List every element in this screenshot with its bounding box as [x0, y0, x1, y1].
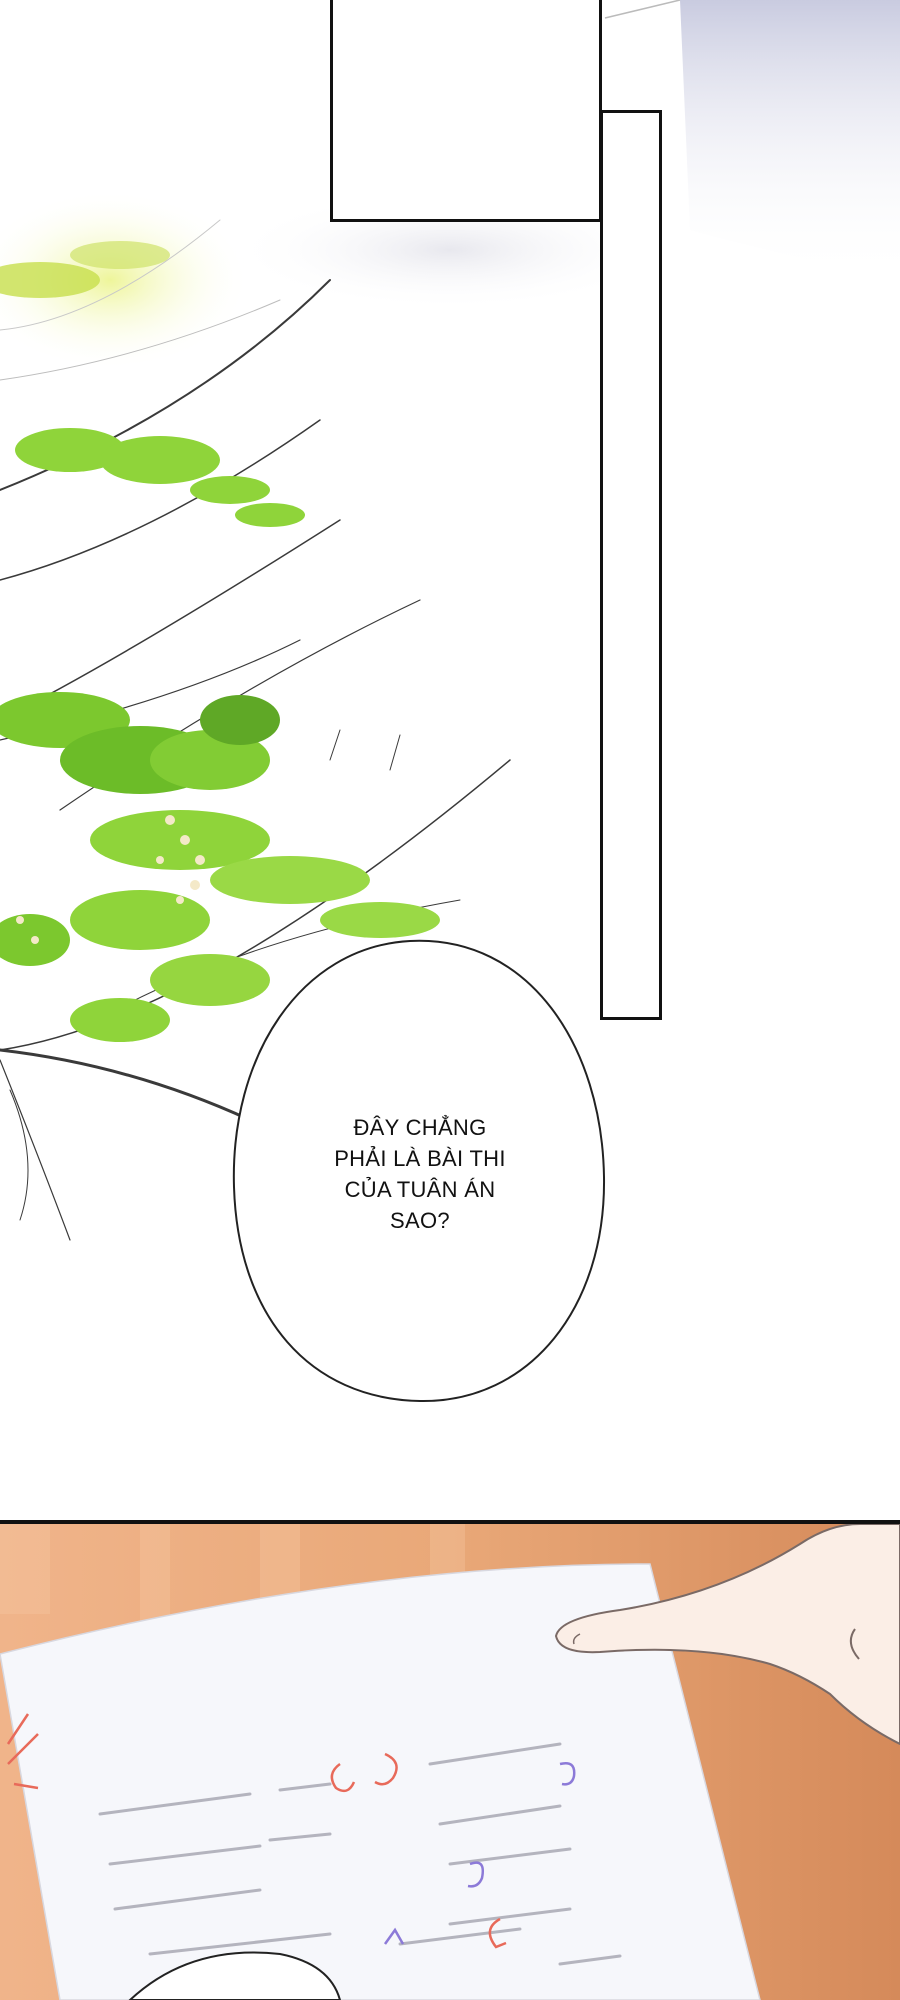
speech-line-4: SAO?: [390, 1208, 450, 1233]
bottom-panel: [0, 1524, 900, 2000]
exam-paper: [0, 1563, 761, 2000]
hand-pointing: [554, 1524, 900, 1746]
speech-line-1: ĐÂY CHẲNG: [353, 1115, 487, 1140]
speech-bubble: [232, 939, 606, 1403]
top-panel: ĐÂY CHẲNG PHẢI LÀ BÀI THI CỦA TUÂN ÁN SA…: [0, 0, 900, 1403]
tree-branch-art: [0, 190, 511, 1241]
panel-border: [0, 1520, 900, 1524]
speech-line-2: PHẢI LÀ BÀI THI: [334, 1146, 506, 1171]
speech-text: ĐÂY CHẲNG PHẢI LÀ BÀI THI CỦA TUÂN ÁN SA…: [300, 1112, 540, 1236]
speech-line-3: CỦA TUÂN ÁN: [344, 1177, 496, 1202]
inset-frame-tall: [600, 110, 662, 1020]
inset-frame-top: [330, 0, 602, 222]
exam-scene-art: [0, 1524, 900, 2000]
